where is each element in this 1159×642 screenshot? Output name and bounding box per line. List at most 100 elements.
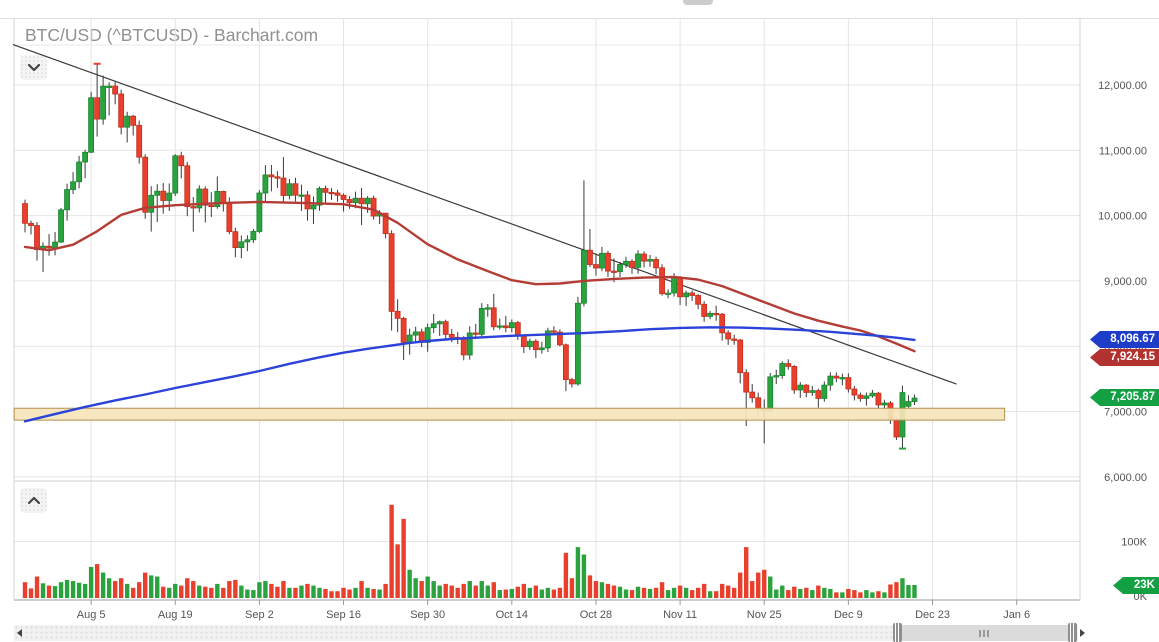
candle-body (550, 330, 557, 333)
volume-bar (335, 591, 340, 598)
candle-body (100, 85, 107, 120)
candle-body (214, 191, 221, 207)
candle-body (520, 335, 527, 348)
volume-bar (401, 518, 406, 598)
candle-body (226, 203, 233, 233)
scrollbar-left-resize-handle[interactable] (893, 623, 902, 642)
volume-bar (786, 590, 791, 598)
volume-bar (683, 587, 689, 598)
candle-body (310, 204, 317, 210)
candle-body (442, 321, 449, 335)
candle-body (298, 194, 305, 197)
candle-body (58, 209, 64, 243)
candle-body (406, 334, 413, 343)
chevron-up-icon (27, 496, 41, 505)
candle-body (496, 325, 503, 328)
scroll-left-arrow-icon[interactable] (17, 629, 22, 637)
candle-body (256, 192, 263, 232)
volume-bar (82, 583, 88, 598)
candle-body (478, 307, 485, 335)
candle-body (851, 388, 858, 396)
volume-bar (413, 578, 418, 598)
candle-body (605, 252, 611, 272)
scroll-right-arrow-icon[interactable] (1080, 629, 1085, 637)
browser-scroll-pill[interactable] (683, 0, 713, 5)
svg-text:12,000.00: 12,000.00 (1098, 80, 1147, 92)
scrollbar-right-resize-handle[interactable] (1068, 623, 1077, 642)
volume-bar (155, 576, 160, 598)
volume-bar (900, 578, 905, 598)
candle-body (695, 295, 702, 305)
volume-bar (52, 586, 58, 598)
volume-bar (864, 590, 869, 598)
volume-bar (221, 587, 226, 598)
candle-body (472, 332, 479, 335)
candle-body (22, 203, 28, 224)
volume-bar (822, 587, 827, 598)
candle-body (130, 115, 137, 126)
volume-bar (725, 585, 731, 598)
candle-body (809, 390, 816, 393)
volume-bar (533, 585, 539, 598)
candle-body (532, 340, 539, 351)
volume-bar (197, 585, 202, 598)
candlesticks (22, 63, 918, 449)
volume-bar (774, 589, 779, 598)
candle-body (575, 302, 581, 385)
candle-body (544, 330, 551, 349)
candle-body (683, 292, 689, 298)
volume-bar (575, 547, 581, 598)
volume-bar (215, 583, 220, 598)
horizontal-scrollbar-track[interactable] (14, 625, 1078, 641)
volume-bar (263, 581, 268, 598)
candle-body (178, 155, 185, 167)
volume-bar (840, 592, 845, 598)
volume-bar (828, 588, 833, 598)
volume-bar (383, 583, 388, 598)
candle-body (526, 340, 533, 348)
volume-bar (665, 590, 671, 598)
volume-bar (527, 587, 533, 598)
candle-body (166, 192, 173, 201)
candle-body (833, 375, 840, 379)
candle-body (358, 197, 365, 205)
volume-bar (906, 585, 911, 598)
volume-bar (792, 586, 797, 598)
volume-bar (641, 587, 647, 598)
gridlines (14, 18, 1080, 600)
volume-bar (731, 587, 737, 598)
candle-body (893, 419, 900, 438)
volume-bar (882, 592, 887, 598)
fast-ma-price-badge: 7,924.15 (1090, 349, 1159, 366)
volume-bar (425, 576, 430, 598)
candle-body (274, 176, 281, 179)
candle-body (142, 156, 149, 213)
candle-body (250, 231, 257, 241)
volume-bars (22, 504, 917, 598)
svg-text:6,000.00: 6,000.00 (1104, 472, 1147, 484)
candle-body (827, 375, 834, 386)
collapse-price-pane-button[interactable] (20, 55, 47, 80)
candle-body (611, 270, 617, 273)
volume-bar (389, 504, 394, 598)
svg-text:11,000.00: 11,000.00 (1099, 145, 1147, 157)
candle-body (70, 181, 76, 190)
descending-trendline (12, 43, 957, 385)
candle-body (593, 264, 599, 269)
volume-bar (551, 589, 557, 598)
candle-body (755, 397, 762, 409)
scrollbar-grip-icon[interactable] (979, 630, 990, 637)
volume-bar (431, 581, 436, 598)
candle-body (671, 276, 677, 294)
chart-title: BTC/USD (^BTCUSD) - Barchart.com (25, 25, 319, 45)
candle-body (743, 372, 750, 393)
candle-body (238, 241, 245, 248)
svg-text:9,000.00: 9,000.00 (1104, 276, 1147, 288)
candle-body (581, 249, 587, 304)
volume-bar (287, 587, 292, 598)
candle-body (629, 260, 635, 268)
volume-bar (503, 589, 508, 598)
candle-body (82, 151, 88, 163)
collapse-volume-pane-button[interactable] (20, 488, 47, 513)
